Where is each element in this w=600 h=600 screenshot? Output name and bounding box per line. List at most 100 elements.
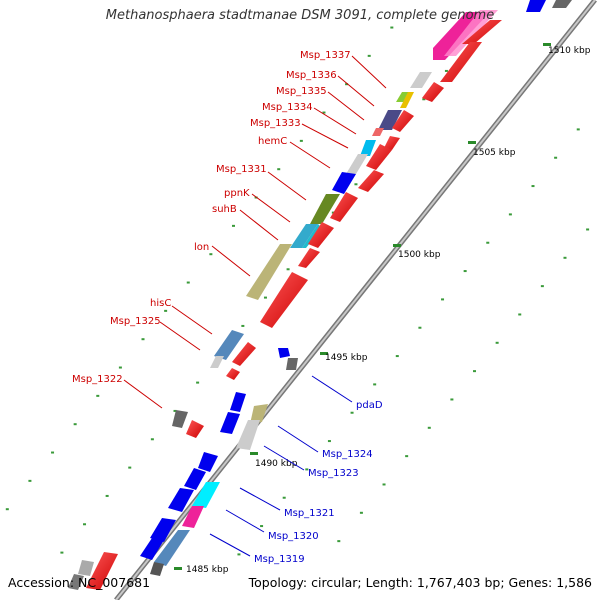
label-pdaD[interactable]: pdaD — [356, 400, 383, 411]
label-Msp_1336[interactable]: Msp_1336 — [286, 70, 337, 81]
gene-Msp_1324[interactable] — [250, 404, 268, 424]
scale-dot — [395, 355, 399, 358]
gene-Msp_1320[interactable] — [182, 506, 204, 528]
gene-hemC[interactable] — [360, 140, 376, 156]
scale-dot — [282, 496, 286, 499]
label-Msp_1324[interactable]: Msp_1324 — [322, 449, 373, 460]
label-Msp_1321[interactable]: Msp_1321 — [284, 508, 335, 519]
gene-Msp_1337[interactable] — [410, 72, 432, 88]
scale-dot — [373, 383, 377, 386]
gene-hisC[interactable] — [214, 330, 244, 360]
gene-blue-1320b[interactable] — [150, 518, 176, 542]
scale-dot — [305, 468, 309, 471]
gene-red-c[interactable] — [422, 82, 444, 102]
gene-red-i[interactable] — [308, 222, 334, 248]
gene-red-a[interactable] — [462, 20, 502, 44]
scale-dot — [486, 241, 490, 244]
label-hemC[interactable]: hemC — [258, 136, 287, 147]
gene-Msp_1322[interactable] — [172, 410, 188, 428]
scale-dot — [164, 309, 168, 312]
gene-red-b[interactable] — [440, 42, 482, 82]
gene-Msp_1319[interactable] — [154, 530, 190, 566]
gene-red-e[interactable] — [384, 136, 400, 150]
label-Msp_1323[interactable]: Msp_1323 — [308, 468, 359, 479]
gene-red-h[interactable] — [330, 192, 358, 222]
scale-dot — [141, 338, 145, 341]
scale-dot — [563, 256, 567, 259]
scale-dot — [118, 366, 122, 369]
label-suhB[interactable]: suhB — [212, 204, 237, 215]
accession-text: Accession: NC_007681 — [8, 575, 151, 590]
gene-Msp_1321[interactable] — [192, 482, 220, 508]
gene-ppnK[interactable] — [310, 194, 340, 224]
scale-dot — [518, 313, 522, 316]
label-Msp_1335[interactable]: Msp_1335 — [276, 86, 327, 97]
scale-dot — [463, 270, 467, 273]
gene-Msp_1331[interactable] — [346, 154, 368, 174]
label-Msp_1319[interactable]: Msp_1319 — [254, 554, 305, 565]
gene-Msp_1335[interactable] — [396, 92, 414, 108]
scale-dot — [444, 69, 448, 72]
gene-blue-1324[interactable] — [230, 392, 246, 412]
gene-red-g[interactable] — [358, 170, 384, 192]
scale-dot — [390, 26, 394, 29]
label-Msp_1334[interactable]: Msp_1334 — [262, 102, 313, 113]
scale-dot — [128, 466, 132, 469]
gene-red-1325[interactable] — [226, 368, 240, 380]
label-Msp_1325[interactable]: Msp_1325 — [110, 316, 161, 327]
scale-dot — [327, 440, 331, 443]
label-ppnK[interactable]: ppnK — [224, 188, 250, 199]
scale-dot — [427, 426, 431, 429]
gene-blue-1321a[interactable] — [198, 452, 218, 472]
scale-label-1490: 1490 kbp — [255, 459, 298, 469]
gene-darkgray-1319[interactable] — [150, 562, 164, 576]
gene-blue-1320a[interactable] — [168, 488, 194, 512]
gene-top-darkgray[interactable] — [552, 0, 572, 8]
gene-Msp_1323[interactable] — [236, 420, 260, 450]
gene-pdaD[interactable] — [278, 348, 298, 370]
genome-summary-text: Topology: circular; Length: 1,767,403 bp… — [248, 575, 592, 590]
scale-dot — [237, 553, 241, 556]
label-Msp_1333[interactable]: Msp_1333 — [250, 118, 301, 129]
scale-dot — [51, 451, 55, 454]
gene-blue-1319[interactable] — [140, 538, 164, 560]
gene-red-d[interactable] — [392, 110, 414, 132]
scale-label-1485: 1485 kbp — [186, 565, 229, 575]
gene-red-hisC[interactable] — [232, 342, 256, 366]
gene-bottom-red[interactable] — [86, 552, 118, 590]
gene-Msp_1334[interactable] — [378, 110, 402, 130]
gene-red-f[interactable] — [366, 144, 392, 170]
scale-label-1495: 1495 kbp — [325, 353, 368, 363]
scale-dot — [260, 525, 264, 528]
label-Msp_1322[interactable]: Msp_1322 — [72, 374, 123, 385]
gene-blue-1331b[interactable] — [332, 172, 356, 194]
scale-dot — [508, 213, 512, 216]
gene-bottom-gray[interactable] — [78, 560, 94, 576]
gene-Msp_1325[interactable] — [210, 356, 224, 368]
gene-red-j[interactable] — [298, 248, 320, 268]
scale-dot — [186, 281, 190, 284]
scale-dot — [359, 511, 363, 514]
label-Msp_1320[interactable]: Msp_1320 — [268, 531, 319, 542]
scale-tick — [543, 43, 551, 46]
gene-blue-1321b[interactable] — [184, 468, 206, 490]
gene-red-lon[interactable] — [260, 272, 308, 328]
gene-bottom-gray2[interactable] — [68, 574, 84, 590]
scale-ticks: 1485 kbp 1490 kbp 1495 kbp 1500 kbp 1505… — [174, 43, 591, 575]
gene-magenta[interactable] — [433, 10, 498, 60]
gene-lon[interactable] — [246, 244, 292, 300]
scale-dot — [83, 523, 87, 526]
label-Msp_1331[interactable]: Msp_1331 — [216, 164, 267, 175]
gene-red-1322[interactable] — [186, 420, 204, 438]
label-hisC[interactable]: hisC — [150, 298, 171, 309]
reverse-gene-labels: pdaD Msp_1324 Msp_1323 Msp_1321 Msp_1320… — [209, 375, 383, 565]
label-Msp_1337[interactable]: Msp_1337 — [300, 50, 351, 61]
gene-top-blue[interactable] — [526, 0, 546, 12]
scale-dot — [277, 168, 281, 171]
scale-dot — [531, 185, 535, 188]
gene-Msp_1333[interactable] — [372, 128, 384, 136]
label-lon[interactable]: lon — [194, 242, 209, 253]
scale-dot — [350, 411, 354, 414]
gene-blue-1323[interactable] — [220, 412, 240, 434]
